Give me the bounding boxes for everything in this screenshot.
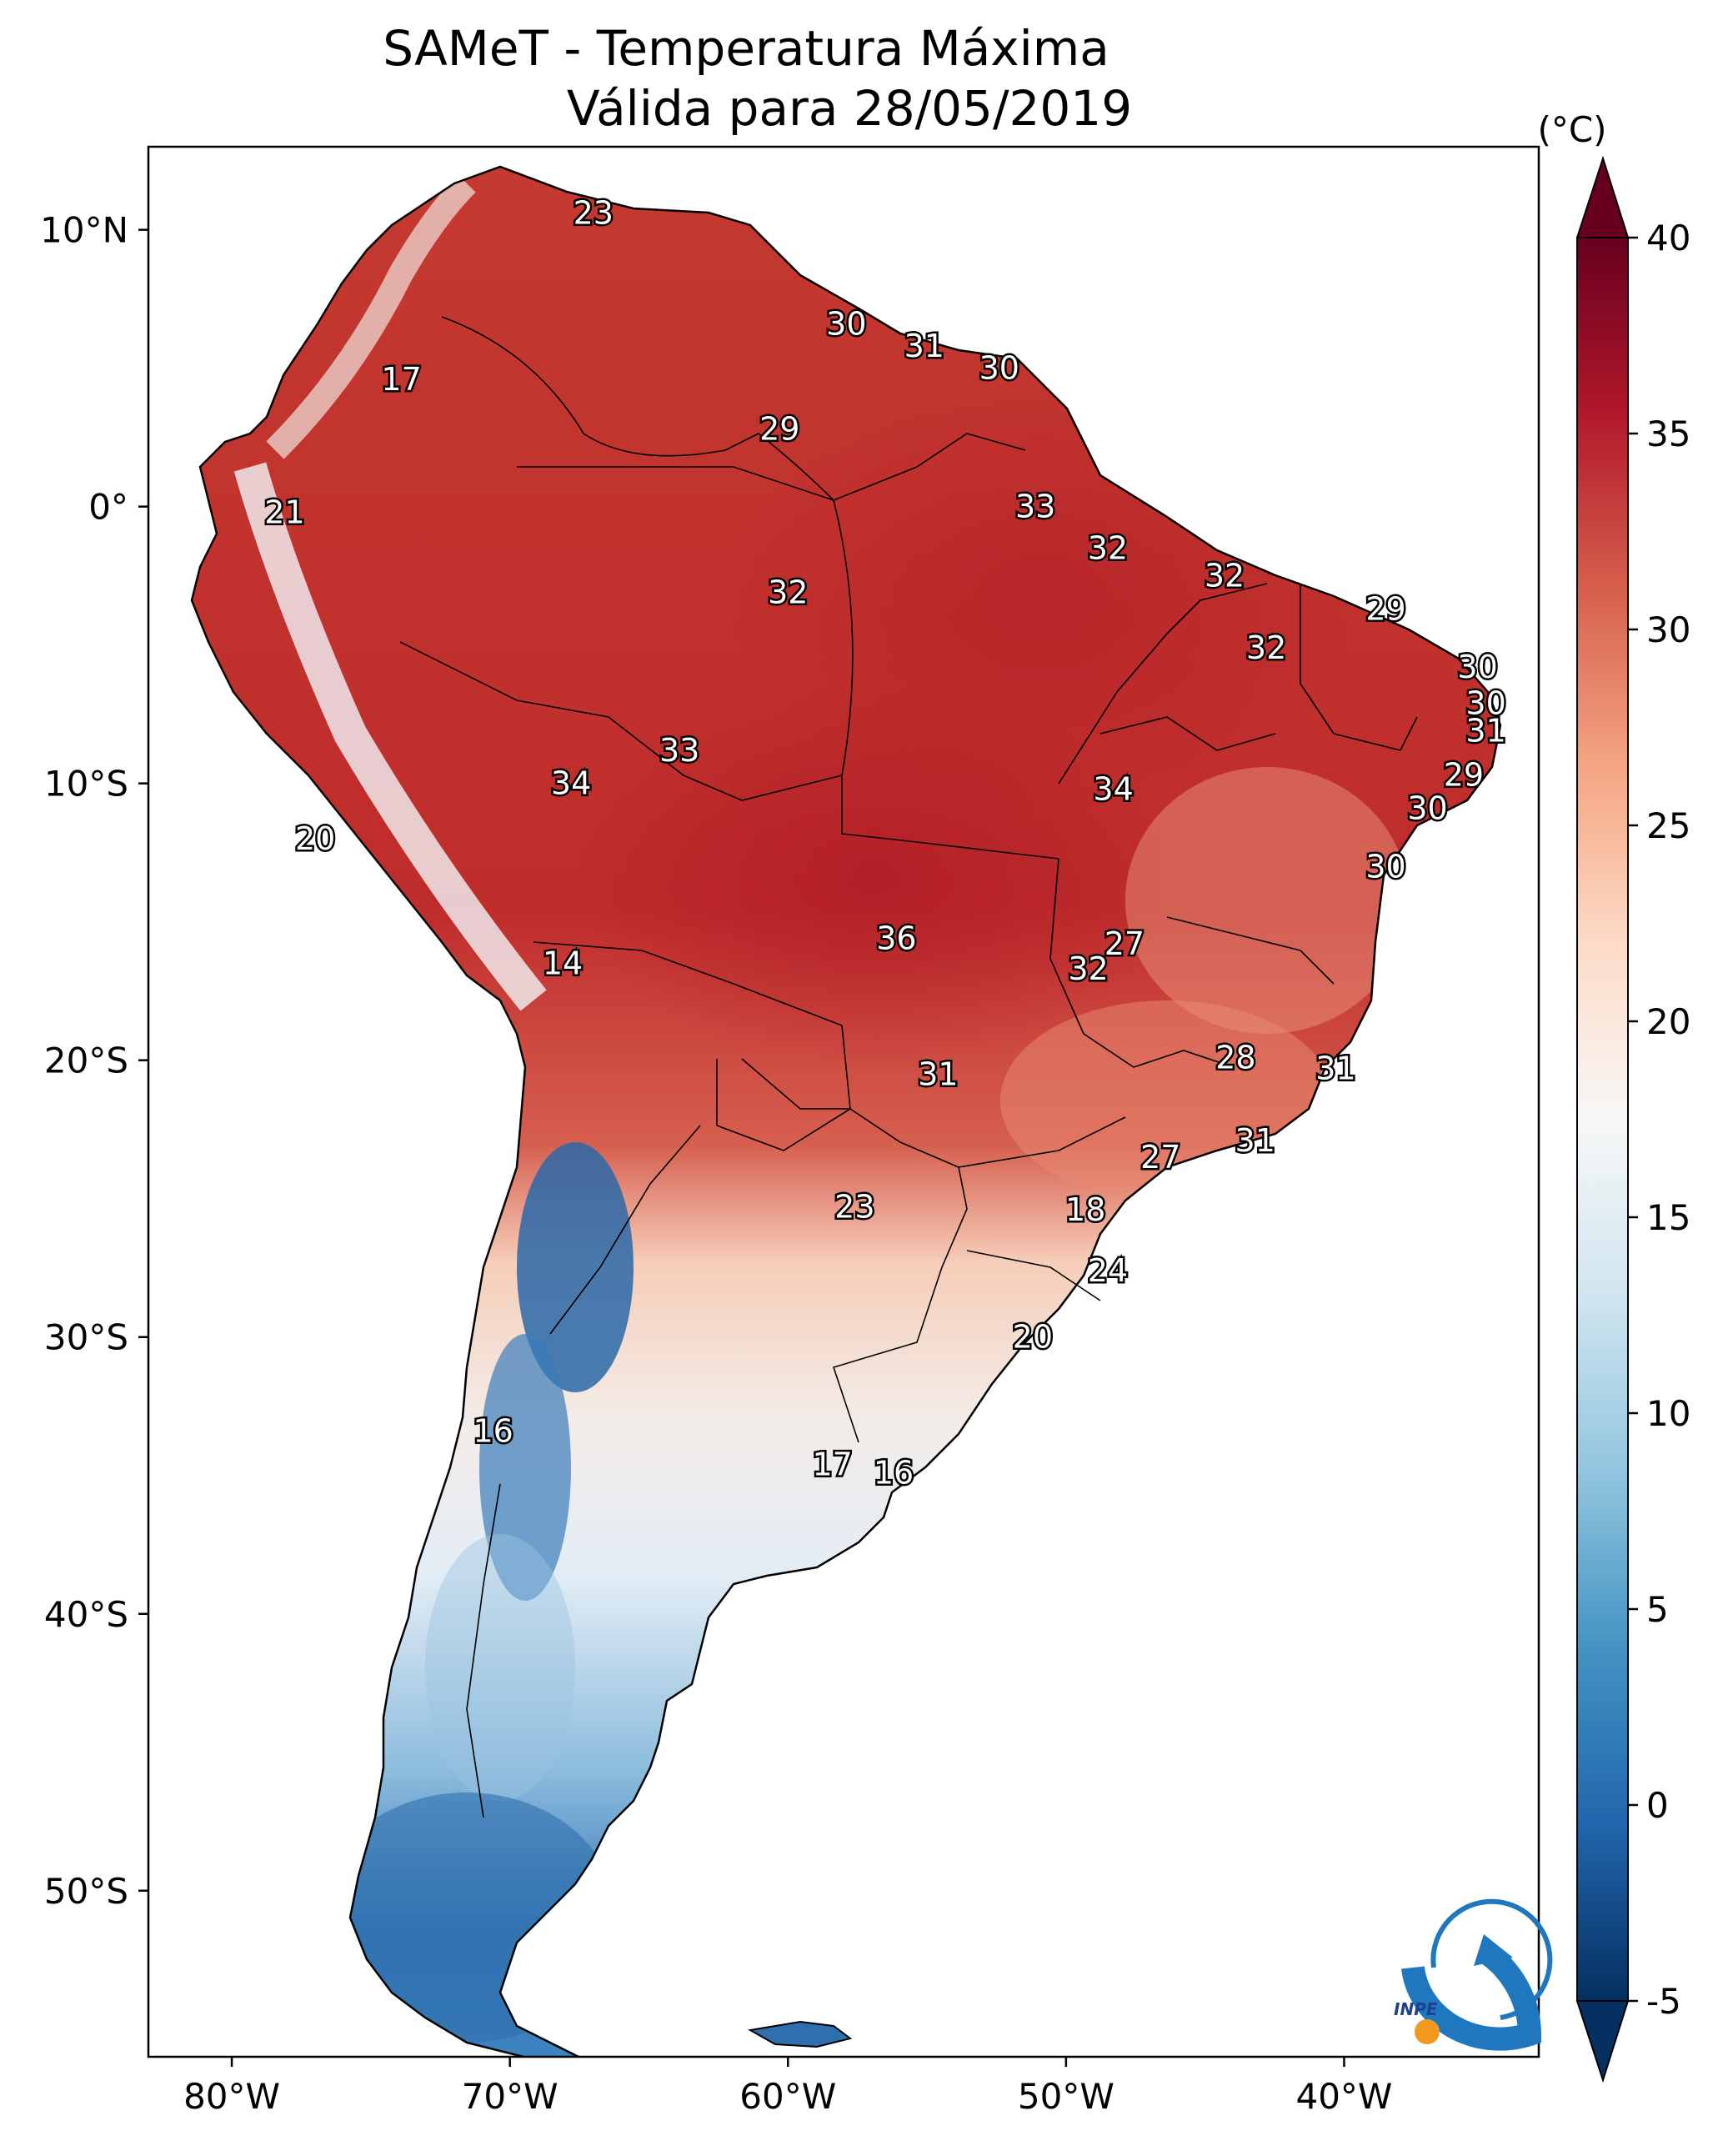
city-temperature-label: 16 (473, 1413, 513, 1450)
city-temperature-label: 16 (874, 1454, 914, 1491)
colorbar-tick-label: 5 (1646, 1589, 1669, 1630)
map-frame (147, 145, 1540, 2058)
city-temperature-label: 31 (1235, 1122, 1275, 1159)
colorbar-tick-label: 25 (1646, 805, 1690, 846)
city-temperature-label: 29 (1365, 590, 1405, 627)
city-temperature-label: 20 (295, 820, 335, 857)
logo-sun-icon (1415, 2019, 1440, 2044)
colorbar-tick-label: 10 (1646, 1393, 1690, 1434)
logo-arrow-icon (1474, 1934, 1513, 1966)
city-temperature-label: 31 (1315, 1050, 1355, 1087)
city-temperature-label: 28 (1215, 1039, 1255, 1075)
political-borders (399, 316, 1418, 1818)
lat-tick-label: 0° (88, 487, 128, 528)
longitude-ticks: 80°W 70°W 60°W 50°W 40°W (183, 2057, 1392, 2117)
colorbar-tick-label: 40 (1646, 218, 1690, 258)
lon-tick-label: 40°W (1295, 2076, 1392, 2117)
lat-tick-label: 50°S (44, 1871, 128, 1912)
city-temperature-label: 32 (1088, 529, 1128, 566)
falkland-islands (748, 2020, 853, 2048)
city-temperature-label: 30 (1407, 790, 1447, 827)
inpe-logo: INPE (1394, 1898, 1553, 2051)
colorbar-tick-label: 20 (1646, 1001, 1690, 1042)
city-temperature-label: 36 (876, 920, 916, 957)
lat-tick-label: 30°S (44, 1317, 128, 1358)
lat-tick-label: 10°S (44, 764, 128, 805)
colorbar-ticks: 40 35 30 25 20 15 10 5 0 -5 (1628, 218, 1690, 2022)
colorbar-tick-label: 15 (1646, 1197, 1690, 1238)
city-temperature-label: 33 (1015, 489, 1055, 525)
city-temperature-label: 17 (381, 361, 421, 398)
colorbar-gradient (1576, 237, 1629, 2002)
city-temperature-label: 31 (1465, 713, 1505, 750)
city-temperature-label: 27 (1140, 1139, 1180, 1176)
colorbar-top-extend (1575, 155, 1630, 238)
lon-tick-label: 50°W (1018, 2076, 1114, 2117)
lat-tick-label: 20°S (44, 1040, 128, 1081)
city-temperature-label: 34 (1093, 770, 1133, 807)
colorbar-tick-label: -5 (1646, 1981, 1681, 2022)
city-temperature-label: 30 (1465, 684, 1505, 721)
city-temperature-label: 23 (573, 195, 614, 232)
map-title-line1: SAMeT - Temperatura Máxima (383, 20, 1109, 77)
city-temperature-label: 33 (659, 732, 699, 769)
lat-tick-label: 10°N (40, 210, 128, 251)
city-temperature-label: 29 (1444, 757, 1484, 794)
city-temperature-label: 21 (264, 494, 304, 530)
map-title-line2: Válida para 28/05/2019 (567, 80, 1132, 137)
lat-tick-label: 40°S (44, 1594, 128, 1635)
colorbar-unit-label: (°C) (1537, 109, 1606, 150)
logo-text: INPE (1394, 1999, 1438, 2019)
colorbar-bottom-extend (1575, 2000, 1630, 2083)
city-temperature-label: 30 (1365, 848, 1405, 885)
city-temperature-label: 18 (1065, 1191, 1105, 1228)
city-temperature-label: 17 (812, 1446, 852, 1482)
colorbar-tick-label: 30 (1646, 609, 1690, 650)
lon-tick-label: 60°W (739, 2076, 836, 2117)
colorbar-tick-label: 0 (1646, 1785, 1669, 1826)
city-temperature-label: 32 (1068, 950, 1108, 987)
city-temperature-label: 23 (834, 1189, 874, 1226)
colorbar-tick-label: 35 (1646, 414, 1690, 454)
city-temperature-label: 32 (1205, 558, 1245, 594)
latitude-ticks: 10°N 0° 10°S 20°S 30°S 40°S 50°S (40, 210, 148, 1912)
city-temperature-label: 30 (1457, 649, 1497, 685)
lon-tick-label: 70°W (462, 2076, 558, 2117)
city-temperature-label: 32 (768, 574, 808, 611)
city-temperature-label: 30 (826, 305, 866, 342)
city-temperature-label: 31 (918, 1055, 958, 1092)
city-temperature-label: 32 (1246, 629, 1286, 666)
city-temperature-label: 29 (759, 411, 799, 448)
city-temperature-label: 14 (543, 945, 583, 981)
city-temperature-label: 20 (1013, 1319, 1053, 1356)
city-temperature-label: 24 (1088, 1252, 1128, 1289)
city-temperature-label: 34 (551, 765, 591, 802)
lon-tick-label: 80°W (183, 2076, 280, 2117)
city-temperature-label: 27 (1104, 925, 1144, 962)
colorbar: (°C) 40 35 30 25 20 15 10 5 0 -5 (1537, 109, 1690, 2083)
city-temperature-label: 30 (979, 350, 1019, 387)
city-temperature-label: 31 (904, 328, 944, 364)
